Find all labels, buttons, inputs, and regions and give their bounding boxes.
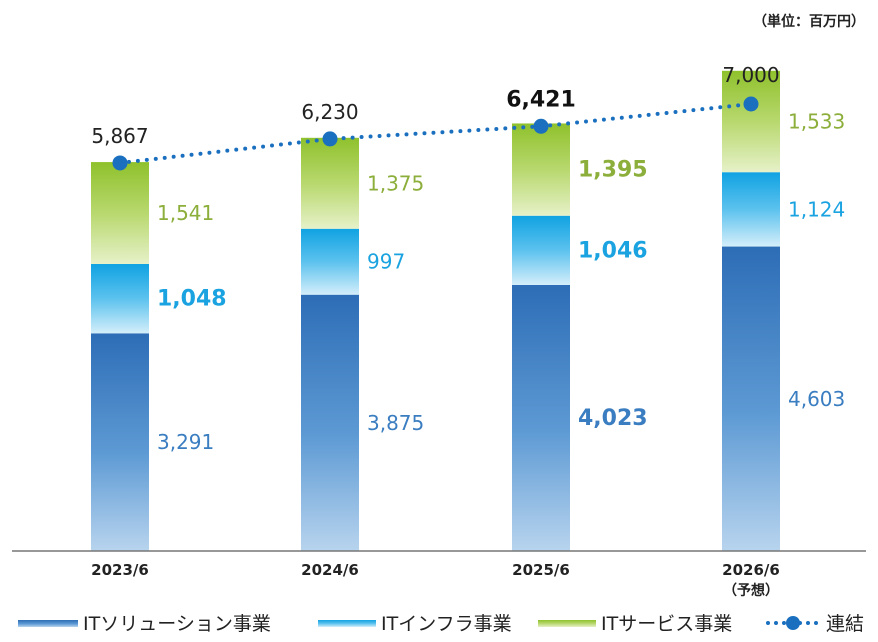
- value-label-it-solution-1: 3,291: [157, 430, 214, 454]
- value-label-it-solution-3: 4,023: [578, 406, 648, 431]
- legend-label-it-solution: ITソリューション事業: [83, 613, 271, 635]
- consolidated-total-label-2: 6,230: [301, 100, 358, 124]
- consolidated-point-3: [533, 118, 549, 134]
- value-label-it-solution-2: 3,875: [367, 411, 424, 435]
- legend: ITソリューション事業 ITインフラ事業 ITサービス事業 連結: [18, 613, 864, 635]
- value-label-it-service-1: 1,541: [157, 201, 214, 225]
- value-label-it-solution-4: 4,603: [788, 387, 845, 411]
- x-tick-label-4: 2026/6: [722, 561, 780, 579]
- x-tick-label-1: 2023/6: [91, 561, 149, 579]
- bar-it-service-2: [301, 137, 359, 229]
- bar-it-infra-2: [301, 228, 359, 295]
- labels-layer: 3,291 1,048 1,541 3,875 997 1,375 4,023 1,046 1,…: [91, 63, 845, 454]
- consolidated-point-2: [322, 131, 338, 147]
- consolidated-line: [118, 102, 753, 165]
- bar-it-solution-1: [91, 333, 149, 551]
- consolidated-total-label-1: 5,867: [91, 124, 148, 148]
- x-tick-label-2: 2024/6: [301, 561, 359, 579]
- consolidated-total-label-3: 6,421: [506, 87, 576, 112]
- bar-it-infra-4: [722, 172, 780, 247]
- legend-swatch-consolidated-point: [786, 616, 800, 630]
- unit-label: （単位：百万円）: [753, 13, 865, 30]
- x-tick-sublabel-4: （予想）: [723, 582, 779, 599]
- value-label-it-service-3: 1,395: [578, 158, 648, 183]
- consolidated-point-4: [743, 96, 759, 112]
- bar-it-service-4: [722, 70, 780, 173]
- legend-label-it-service: ITサービス事業: [601, 613, 732, 635]
- legend-swatch-it-solution: [18, 620, 78, 627]
- consolidated-line-layer: [112, 96, 759, 171]
- bars-layer: [91, 70, 780, 551]
- value-label-it-infra-3: 1,046: [578, 238, 648, 263]
- value-label-it-infra-4: 1,124: [788, 197, 845, 221]
- x-tick-label-3: 2025/6: [512, 561, 570, 579]
- bar-it-solution-3: [512, 284, 570, 551]
- bar-it-infra-3: [512, 215, 570, 285]
- value-label-it-infra-1: 1,048: [157, 287, 227, 312]
- value-label-it-service-2: 1,375: [367, 171, 424, 195]
- legend-label-it-infra: ITインフラ事業: [381, 613, 512, 635]
- legend-swatch-it-service: [538, 620, 596, 627]
- value-label-it-infra-2: 997: [367, 250, 405, 274]
- consolidated-point-1: [112, 155, 128, 171]
- value-label-it-service-4: 1,533: [788, 110, 845, 134]
- bar-it-solution-2: [301, 294, 359, 551]
- x-axis-ticks: 2023/6 2024/6 2025/6 2026/6 （予想）: [91, 561, 780, 599]
- consolidated-total-label-4: 7,000: [722, 63, 779, 87]
- bar-it-service-3: [512, 123, 570, 216]
- bar-it-solution-4: [722, 246, 780, 551]
- bar-it-service-1: [91, 162, 149, 265]
- legend-swatch-it-infra: [318, 620, 376, 627]
- bar-it-infra-1: [91, 264, 149, 334]
- legend-label-consolidated: 連結: [826, 613, 864, 635]
